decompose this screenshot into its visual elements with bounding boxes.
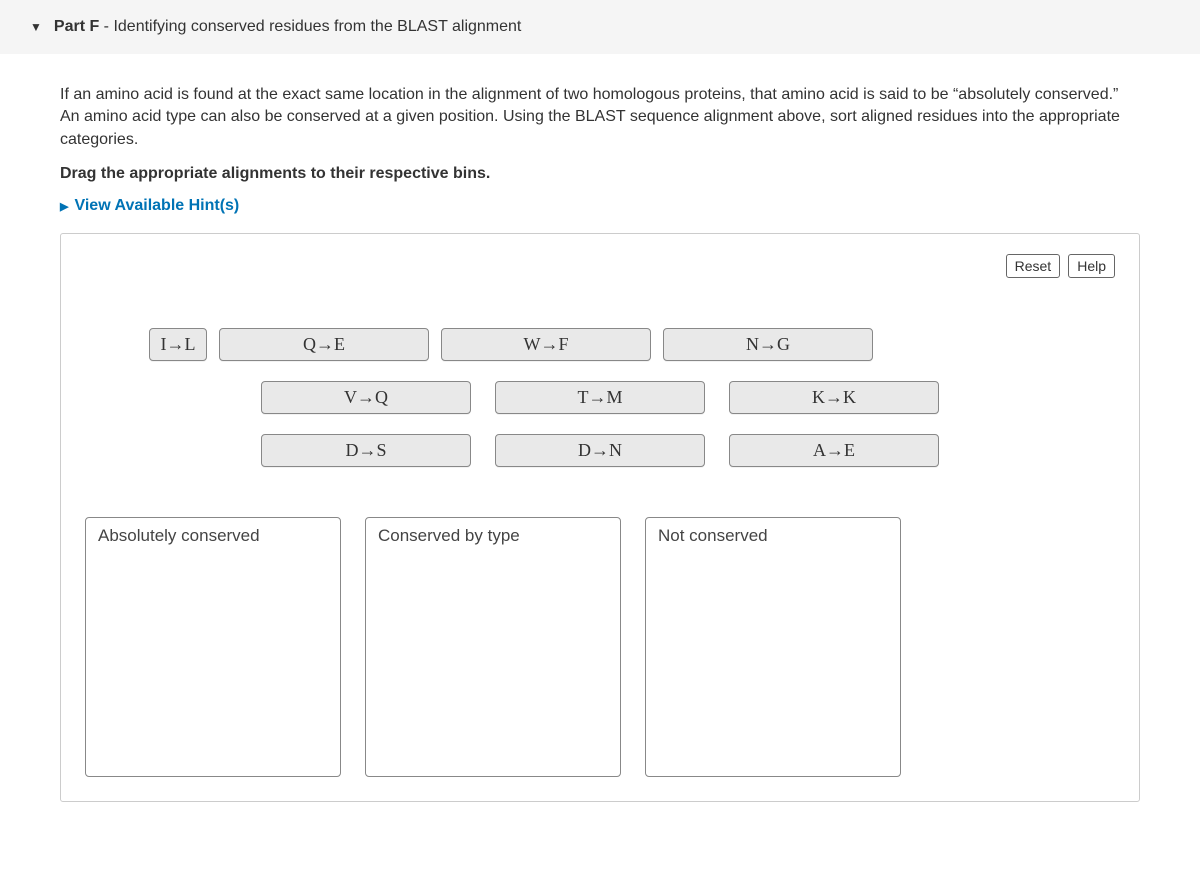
drag-item[interactable]: V→Q <box>261 381 471 414</box>
help-button[interactable]: Help <box>1068 254 1115 278</box>
reset-button[interactable]: Reset <box>1006 254 1061 278</box>
bin-label: Conserved by type <box>378 526 520 545</box>
bin-conserved-by-type[interactable]: Conserved by type <box>365 517 621 777</box>
drag-item[interactable]: K→K <box>729 381 939 414</box>
bins-row: Absolutely conserved Conserved by type N… <box>85 517 1115 777</box>
part-label: Part F <box>54 18 99 35</box>
drag-item[interactable]: N→G <box>663 328 873 361</box>
bin-label: Absolutely conserved <box>98 526 260 545</box>
draggable-items-area: I→L Q→E W→F N→G V→Q T→M K→K D→S D→N A→E <box>125 328 1075 467</box>
collapse-icon: ▼ <box>30 20 42 34</box>
part-header[interactable]: ▼ Part F - Identifying conserved residue… <box>0 0 1200 54</box>
instruction-text: Drag the appropriate alignments to their… <box>60 165 1140 183</box>
view-hints-toggle[interactable]: ▶ View Available Hint(s) <box>60 197 1140 215</box>
hint-label: View Available Hint(s) <box>74 197 239 215</box>
drag-item[interactable]: W→F <box>441 328 651 361</box>
caret-right-icon: ▶ <box>60 200 68 213</box>
bin-absolutely-conserved[interactable]: Absolutely conserved <box>85 517 341 777</box>
drag-item[interactable]: D→N <box>495 434 705 467</box>
part-separator: - <box>99 18 113 35</box>
drag-item[interactable]: I→L <box>149 328 207 361</box>
item-row: I→L Q→E W→F N→G <box>125 328 1075 361</box>
drag-item[interactable]: D→S <box>261 434 471 467</box>
item-row: D→S D→N A→E <box>125 434 1075 467</box>
bin-label: Not conserved <box>658 526 768 545</box>
page-root: ▼ Part F - Identifying conserved residue… <box>0 0 1200 822</box>
intro-text: If an amino acid is found at the exact s… <box>60 84 1140 151</box>
workspace: Reset Help I→L Q→E W→F N→G V→Q T→M K→K D→S D→N… <box>60 233 1140 802</box>
workspace-buttons: Reset Help <box>85 254 1115 278</box>
drag-item[interactable]: T→M <box>495 381 705 414</box>
part-heading: Part F - Identifying conserved residues … <box>54 18 521 36</box>
part-title: Identifying conserved residues from the … <box>113 18 521 35</box>
drag-item[interactable]: A→E <box>729 434 939 467</box>
content-area: If an amino acid is found at the exact s… <box>0 54 1200 822</box>
drag-item[interactable]: Q→E <box>219 328 429 361</box>
bin-not-conserved[interactable]: Not conserved <box>645 517 901 777</box>
item-row: V→Q T→M K→K <box>125 381 1075 414</box>
